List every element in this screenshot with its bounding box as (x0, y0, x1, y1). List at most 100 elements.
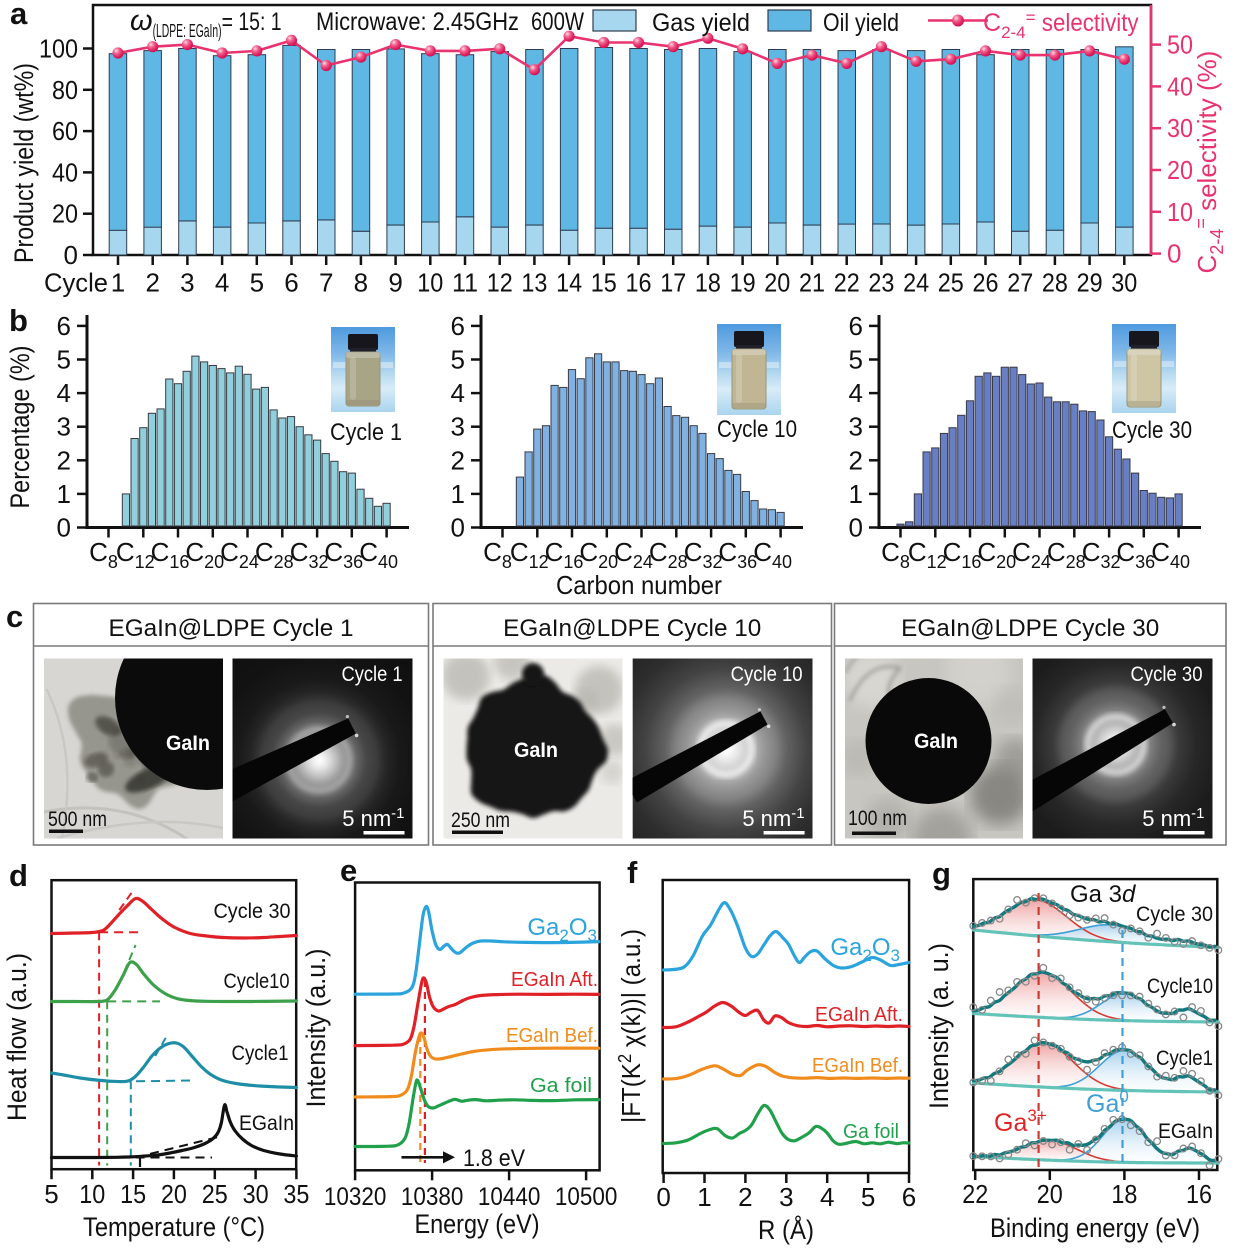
svg-text:EGaIn: EGaIn (1158, 1120, 1213, 1143)
svg-text:50: 50 (1167, 30, 1193, 60)
svg-text:25: 25 (938, 268, 964, 298)
svg-text:Percentage (%): Percentage (%) (5, 346, 35, 509)
svg-text:C2-4= selectivity (%): C2-4= selectivity (%) (1191, 51, 1227, 274)
svg-text:19: 19 (730, 268, 756, 298)
svg-text:2: 2 (849, 445, 863, 475)
svg-text:Ga foil: Ga foil (843, 1121, 899, 1143)
svg-text:20: 20 (764, 268, 790, 298)
svg-text:g: g (932, 856, 951, 891)
svg-text:100 nm: 100 nm (848, 807, 907, 830)
svg-text:40: 40 (1167, 71, 1193, 101)
svg-text:15: 15 (120, 1179, 146, 1209)
svg-text:C36: C36 (324, 537, 363, 572)
svg-text:EGaIn@LDPE Cycle 10: EGaIn@LDPE Cycle 10 (503, 615, 761, 642)
svg-text:2: 2 (738, 1182, 752, 1212)
svg-text:28: 28 (1042, 268, 1068, 298)
svg-text:C2-4= selectivity: C2-4= selectivity (983, 8, 1139, 42)
svg-text:EGaIn Bef.: EGaIn Bef. (506, 1025, 598, 1047)
svg-text:11: 11 (452, 268, 478, 298)
svg-text:EGaIn: EGaIn (239, 1112, 294, 1135)
svg-text:10380: 10380 (401, 1183, 464, 1211)
svg-text:Cycle 30: Cycle 30 (1131, 663, 1203, 686)
svg-text:22: 22 (834, 268, 860, 298)
svg-text:4: 4 (849, 378, 863, 408)
svg-text:29: 29 (1077, 268, 1103, 298)
svg-text:6: 6 (902, 1182, 916, 1212)
svg-text:6: 6 (451, 311, 465, 341)
svg-text:8: 8 (354, 268, 368, 298)
svg-text:60: 60 (52, 116, 78, 146)
svg-text:5: 5 (861, 1182, 875, 1212)
svg-text:10: 10 (1167, 197, 1193, 227)
svg-text:Heat flow (a.u.): Heat flow (a.u.) (2, 953, 32, 1121)
svg-text:Intensity (a. u.): Intensity (a. u.) (924, 943, 954, 1109)
svg-text:Cycle1: Cycle1 (1156, 1047, 1213, 1070)
svg-text:3: 3 (849, 412, 863, 442)
svg-text:Ga3+: Ga3+ (994, 1106, 1047, 1137)
svg-text:20: 20 (1167, 155, 1193, 185)
svg-text:14: 14 (556, 268, 582, 298)
svg-text:22: 22 (962, 1179, 988, 1209)
svg-text:Cycle1: Cycle1 (232, 1042, 289, 1065)
svg-text:Oil yield: Oil yield (823, 9, 899, 37)
svg-text:23: 23 (868, 268, 894, 298)
svg-text:30: 30 (243, 1179, 269, 1209)
svg-text:0: 0 (57, 513, 71, 543)
svg-text:GaIn: GaIn (166, 732, 210, 755)
svg-text:c: c (6, 599, 23, 634)
svg-text:f: f (627, 855, 638, 890)
svg-text:EGaIn@LDPE Cycle 1: EGaIn@LDPE Cycle 1 (109, 615, 354, 642)
svg-text:e: e (340, 853, 357, 888)
svg-text:0: 0 (849, 513, 863, 543)
svg-text:C8: C8 (483, 537, 512, 572)
svg-text:EGaIn Bef.: EGaIn Bef. (812, 1055, 903, 1077)
svg-text:10: 10 (417, 268, 443, 298)
svg-text:20: 20 (161, 1179, 187, 1209)
svg-text:13: 13 (521, 268, 547, 298)
svg-text:4: 4 (451, 378, 465, 408)
svg-text:Cycle10: Cycle10 (224, 970, 290, 993)
svg-text:Cycle 30: Cycle 30 (1136, 903, 1213, 926)
svg-text:35: 35 (283, 1179, 309, 1209)
svg-text:Cycle 1: Cycle 1 (330, 419, 402, 446)
svg-text:a: a (10, 0, 28, 31)
svg-text:10: 10 (79, 1179, 105, 1209)
svg-text:5: 5 (849, 345, 863, 375)
svg-text:Gas yield: Gas yield (652, 9, 750, 37)
svg-text:26: 26 (973, 268, 999, 298)
svg-text:R (Å): R (Å) (758, 1214, 814, 1245)
svg-text:Ga foil: Ga foil (530, 1075, 592, 1097)
svg-text:Cycle 30: Cycle 30 (1112, 417, 1192, 444)
svg-text:5: 5 (44, 1179, 58, 1209)
svg-text:25: 25 (202, 1179, 228, 1209)
svg-text:EGaIn Aft.: EGaIn Aft. (511, 969, 598, 991)
svg-text:17: 17 (660, 268, 686, 298)
svg-text:20: 20 (1037, 1179, 1063, 1209)
svg-text:Cycle 10: Cycle 10 (731, 663, 803, 686)
svg-text:Intensity (a.u.): Intensity (a.u.) (301, 949, 331, 1108)
svg-text:Microwave: 2.45GHz: Microwave: 2.45GHz (316, 8, 519, 36)
svg-text:6: 6 (849, 311, 863, 341)
svg-text:27: 27 (1007, 268, 1033, 298)
svg-text:1: 1 (451, 479, 465, 509)
svg-text:18: 18 (1111, 1179, 1137, 1209)
svg-text:0: 0 (64, 240, 78, 270)
svg-text:18: 18 (695, 268, 721, 298)
svg-text:4: 4 (57, 378, 71, 408)
svg-text:d: d (9, 858, 28, 893)
svg-text:4: 4 (820, 1182, 834, 1212)
svg-text:10500: 10500 (555, 1183, 618, 1211)
svg-text:Cycle 10: Cycle 10 (717, 416, 797, 443)
svg-text:12: 12 (487, 268, 513, 298)
svg-text:30: 30 (1167, 113, 1193, 143)
svg-text:Ga 3d: Ga 3d (1070, 881, 1136, 908)
svg-text:3: 3 (779, 1182, 793, 1212)
svg-text:0: 0 (656, 1182, 670, 1212)
svg-text:24: 24 (903, 268, 929, 298)
svg-text:EGaIn@LDPE Cycle 30: EGaIn@LDPE Cycle 30 (901, 615, 1159, 642)
svg-text:16: 16 (1186, 1179, 1212, 1209)
svg-text:GaIn: GaIn (514, 739, 558, 762)
svg-text:2: 2 (145, 268, 159, 298)
svg-text:9: 9 (388, 268, 402, 298)
svg-text:3: 3 (451, 412, 465, 442)
